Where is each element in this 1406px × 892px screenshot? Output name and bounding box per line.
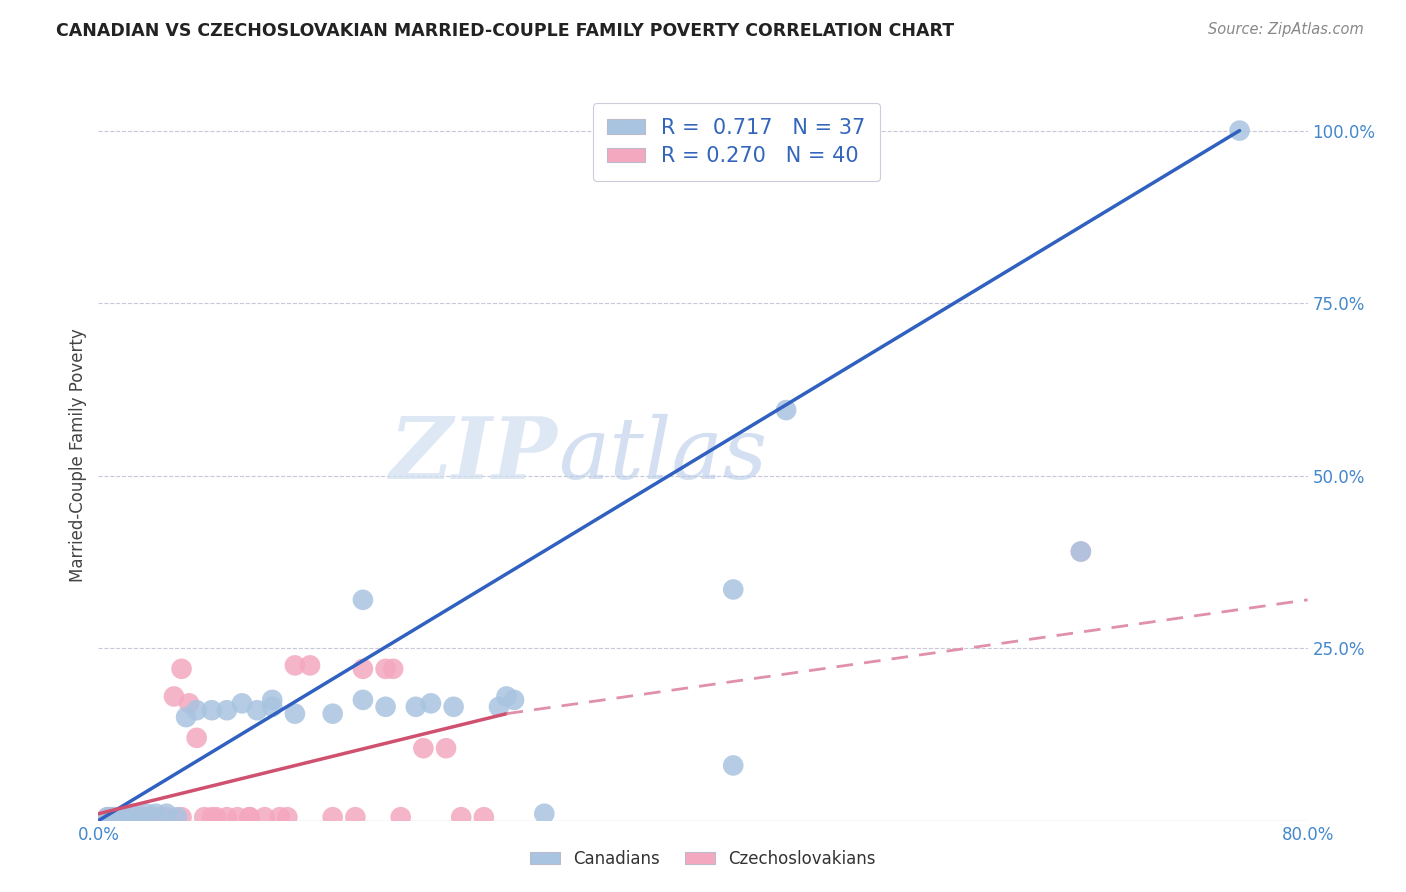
Point — [374, 662, 396, 676]
Point — [201, 810, 224, 824]
Point — [412, 741, 434, 756]
Point — [1229, 123, 1251, 137]
Point — [115, 810, 138, 824]
Point — [155, 806, 177, 821]
Point — [262, 693, 284, 707]
Point — [166, 810, 188, 824]
Point — [155, 810, 177, 824]
Point — [96, 810, 118, 824]
Point — [186, 731, 208, 745]
Point — [170, 810, 193, 824]
Point — [239, 810, 262, 824]
Point — [352, 592, 374, 607]
Point — [163, 690, 186, 704]
Point — [488, 699, 510, 714]
Point — [389, 810, 412, 824]
Text: atlas: atlas — [558, 414, 768, 496]
Text: Source: ZipAtlas.com: Source: ZipAtlas.com — [1208, 22, 1364, 37]
Point — [129, 810, 152, 824]
Point — [170, 662, 193, 676]
Point — [419, 696, 441, 710]
Point — [231, 696, 253, 710]
Point — [135, 810, 157, 824]
Legend: R =  0.717   N = 37, R = 0.270   N = 40: R = 0.717 N = 37, R = 0.270 N = 40 — [592, 103, 880, 181]
Point — [253, 810, 276, 824]
Point — [174, 710, 197, 724]
Point — [103, 810, 125, 824]
Point — [135, 806, 157, 821]
Point — [382, 662, 405, 676]
Point — [111, 810, 134, 824]
Point — [344, 810, 367, 824]
Point — [186, 703, 208, 717]
Point — [129, 810, 152, 824]
Point — [352, 693, 374, 707]
Point — [96, 810, 118, 824]
Point — [322, 810, 344, 824]
Point — [100, 810, 122, 824]
Point — [276, 810, 298, 824]
Point — [721, 582, 744, 597]
Text: CANADIAN VS CZECHOSLOVAKIAN MARRIED-COUPLE FAMILY POVERTY CORRELATION CHART: CANADIAN VS CZECHOSLOVAKIAN MARRIED-COUP… — [56, 22, 955, 40]
Point — [472, 810, 495, 824]
Point — [201, 703, 224, 717]
Point — [374, 699, 396, 714]
Point — [205, 810, 228, 824]
Point — [105, 810, 128, 824]
Point — [434, 741, 457, 756]
Point — [299, 658, 322, 673]
Point — [1070, 544, 1092, 558]
Point — [215, 703, 238, 717]
Point — [775, 403, 797, 417]
Point — [121, 806, 143, 821]
Point — [246, 703, 269, 717]
Point — [145, 806, 167, 821]
Point — [262, 699, 284, 714]
Point — [226, 810, 249, 824]
Point — [110, 810, 132, 824]
Point — [533, 806, 555, 821]
Point — [215, 810, 238, 824]
Point — [142, 810, 165, 824]
Point — [352, 662, 374, 676]
Point — [443, 699, 465, 714]
Point — [503, 693, 526, 707]
Point — [239, 810, 262, 824]
Point — [495, 690, 517, 704]
Point — [114, 810, 136, 824]
Point — [284, 658, 307, 673]
Legend: Canadians, Czechoslovakians: Canadians, Czechoslovakians — [523, 844, 883, 875]
Point — [284, 706, 307, 721]
Point — [721, 758, 744, 772]
Point — [101, 810, 124, 824]
Point — [405, 699, 427, 714]
Point — [1070, 544, 1092, 558]
Point — [450, 810, 472, 824]
Point — [125, 806, 148, 821]
Point — [121, 810, 143, 824]
Point — [148, 810, 170, 824]
Point — [193, 810, 215, 824]
Point — [269, 810, 291, 824]
Y-axis label: Married-Couple Family Poverty: Married-Couple Family Poverty — [69, 328, 87, 582]
Text: ZIP: ZIP — [389, 413, 558, 497]
Point — [177, 696, 201, 710]
Point — [322, 706, 344, 721]
Point — [105, 810, 128, 824]
